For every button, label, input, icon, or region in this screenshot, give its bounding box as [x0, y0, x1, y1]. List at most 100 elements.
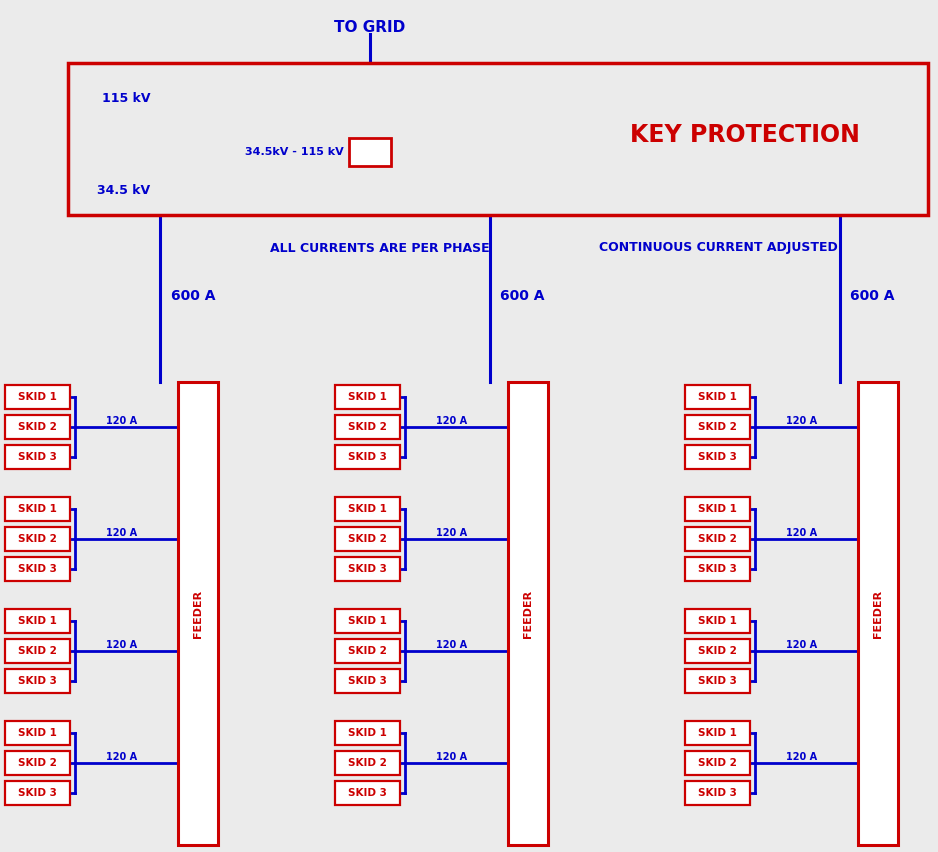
Text: SKID 3: SKID 3	[348, 788, 387, 798]
Bar	[5, 721, 70, 745]
Text: SKID 2: SKID 2	[18, 422, 57, 432]
Bar	[335, 557, 400, 581]
Bar	[5, 385, 70, 409]
Bar	[5, 415, 70, 439]
Bar	[685, 609, 750, 633]
Bar	[685, 781, 750, 805]
Text: 600 A: 600 A	[171, 289, 215, 303]
Bar	[685, 669, 750, 693]
Text: 115 kV: 115 kV	[101, 91, 150, 105]
Text: TO GRID: TO GRID	[334, 20, 405, 36]
Text: FEEDER: FEEDER	[873, 590, 883, 637]
Bar	[335, 385, 400, 409]
Text: SKID 3: SKID 3	[348, 452, 387, 462]
Text: 120 A: 120 A	[106, 640, 137, 650]
Text: 120 A: 120 A	[106, 752, 137, 762]
Text: SKID 2: SKID 2	[698, 758, 737, 768]
Bar	[685, 527, 750, 551]
Text: SKID 3: SKID 3	[698, 452, 737, 462]
Text: SKID 2: SKID 2	[348, 534, 387, 544]
Text: 120 A: 120 A	[786, 752, 817, 762]
Text: SKID 3: SKID 3	[698, 676, 737, 686]
Text: SKID 3: SKID 3	[348, 676, 387, 686]
Text: 600 A: 600 A	[501, 289, 545, 303]
Text: 120 A: 120 A	[786, 528, 817, 538]
Bar	[858, 382, 898, 845]
Text: SKID 2: SKID 2	[348, 422, 387, 432]
Text: SKID 2: SKID 2	[18, 758, 57, 768]
Bar	[335, 639, 400, 663]
Text: SKID 3: SKID 3	[18, 452, 57, 462]
Text: ALL CURRENTS ARE PER PHASE: ALL CURRENTS ARE PER PHASE	[270, 241, 490, 255]
Bar	[5, 557, 70, 581]
Text: SKID 1: SKID 1	[698, 504, 737, 514]
Text: SKID 1: SKID 1	[18, 616, 57, 626]
Text: 120 A: 120 A	[106, 416, 137, 426]
Bar	[685, 445, 750, 469]
Bar	[335, 751, 400, 775]
Text: SKID 1: SKID 1	[698, 728, 737, 738]
Bar	[685, 415, 750, 439]
Text: 120 A: 120 A	[436, 640, 467, 650]
Text: 34.5 kV: 34.5 kV	[97, 183, 150, 197]
Text: SKID 1: SKID 1	[348, 616, 387, 626]
Bar	[685, 385, 750, 409]
Text: SKID 2: SKID 2	[348, 646, 387, 656]
Text: SKID 1: SKID 1	[348, 728, 387, 738]
Bar	[5, 609, 70, 633]
Text: 120 A: 120 A	[786, 640, 817, 650]
Text: SKID 2: SKID 2	[18, 534, 57, 544]
Text: SKID 1: SKID 1	[698, 392, 737, 402]
Text: SKID 2: SKID 2	[698, 422, 737, 432]
Text: 120 A: 120 A	[436, 752, 467, 762]
Text: SKID 2: SKID 2	[698, 646, 737, 656]
Text: SKID 1: SKID 1	[698, 616, 737, 626]
Bar	[685, 721, 750, 745]
Bar	[5, 497, 70, 521]
Text: 120 A: 120 A	[786, 416, 817, 426]
Bar	[5, 527, 70, 551]
Text: FEEDER: FEEDER	[523, 590, 533, 637]
Text: SKID 3: SKID 3	[698, 788, 737, 798]
Bar	[508, 382, 548, 845]
Text: 120 A: 120 A	[106, 528, 137, 538]
Text: SKID 1: SKID 1	[348, 504, 387, 514]
Bar	[349, 138, 391, 166]
Text: SKID 3: SKID 3	[18, 564, 57, 574]
Text: FEEDER: FEEDER	[193, 590, 203, 637]
Text: SKID 1: SKID 1	[18, 728, 57, 738]
Text: 120 A: 120 A	[436, 528, 467, 538]
Text: SKID 1: SKID 1	[348, 392, 387, 402]
Text: SKID 3: SKID 3	[698, 564, 737, 574]
Bar	[335, 721, 400, 745]
Text: 120 A: 120 A	[436, 416, 467, 426]
Text: KEY PROTECTION: KEY PROTECTION	[630, 123, 860, 147]
Text: SKID 1: SKID 1	[18, 392, 57, 402]
Bar	[5, 781, 70, 805]
Bar	[335, 497, 400, 521]
Bar	[335, 669, 400, 693]
Text: SKID 2: SKID 2	[348, 758, 387, 768]
Bar	[68, 63, 928, 215]
Text: SKID 1: SKID 1	[18, 504, 57, 514]
Bar	[5, 751, 70, 775]
Text: 600 A: 600 A	[851, 289, 895, 303]
Bar	[178, 382, 218, 845]
Bar	[5, 639, 70, 663]
Text: SKID 2: SKID 2	[18, 646, 57, 656]
Bar	[685, 557, 750, 581]
Bar	[685, 497, 750, 521]
Bar	[685, 751, 750, 775]
Bar	[685, 639, 750, 663]
Text: SKID 3: SKID 3	[18, 788, 57, 798]
Text: CONTINUOUS CURRENT ADJUSTED: CONTINUOUS CURRENT ADJUSTED	[598, 241, 838, 255]
Bar	[335, 527, 400, 551]
Bar	[335, 415, 400, 439]
Bar	[5, 669, 70, 693]
Text: SKID 3: SKID 3	[18, 676, 57, 686]
Bar	[335, 609, 400, 633]
Text: 34.5kV - 115 kV: 34.5kV - 115 kV	[245, 147, 344, 157]
Bar	[335, 445, 400, 469]
Bar	[335, 781, 400, 805]
Text: SKID 3: SKID 3	[348, 564, 387, 574]
